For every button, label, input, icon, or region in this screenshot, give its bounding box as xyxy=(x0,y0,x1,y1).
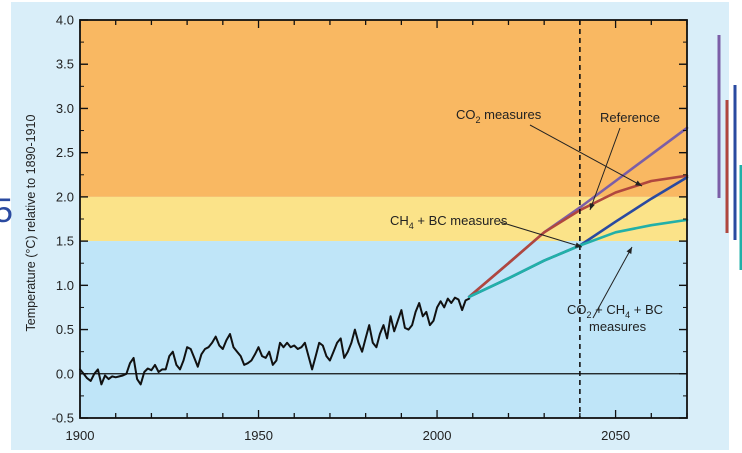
arrow-ch4-shaft xyxy=(499,221,583,248)
y-tick-label-2: 0.5 xyxy=(56,322,74,337)
y-axis-title: Temperature (°C) relative to 1890-1910 xyxy=(24,115,38,332)
y-tick-label-9: 4.0 xyxy=(56,13,74,28)
annotation-ch4-bc-measures-part: CH xyxy=(390,213,409,228)
arrow-combo-head xyxy=(626,247,632,254)
plot-axes: -0.5 0.0 0.5 1.0 1.5 2.0 2.5 3.0 3.5 4.0 1900 1950 2… xyxy=(52,13,688,443)
annotation-co2-measures-part: measures xyxy=(481,107,542,122)
annotation-combo-line1-part: CO xyxy=(567,302,587,317)
y-tick-label-7: 3.0 xyxy=(56,101,74,116)
y-tick-label-3: 1.0 xyxy=(56,278,74,293)
annotation-co2-measures-part: 2 xyxy=(476,115,481,125)
arrow-combo-shaft xyxy=(592,246,633,319)
annotation-combo-line2: measures xyxy=(589,319,647,334)
annotation-reference: Reference xyxy=(600,110,660,125)
annotation-combo-line1-part: + BC xyxy=(630,302,663,317)
band-0 xyxy=(80,20,687,197)
annotation-ch4-bc-measures-part: 4 xyxy=(409,221,414,231)
series-line-0 xyxy=(79,296,471,386)
left-edge-glyph: 5 xyxy=(0,192,13,230)
y-tick-label-4: 1.5 xyxy=(56,234,74,249)
x-tick-label-2: 2000 xyxy=(423,428,452,443)
arrow-reference-head xyxy=(589,203,595,210)
annotation-co2-measures-part: CO xyxy=(456,107,476,122)
annotation-co2-measures: CO2 measures xyxy=(456,107,542,125)
annotation-combo-line1-part: 4 xyxy=(625,310,630,320)
y-tick-label-0: -0.5 xyxy=(52,411,74,426)
arrow-ch4-head xyxy=(575,242,582,248)
plot-background xyxy=(80,20,687,418)
y-tick-label-5: 2.0 xyxy=(56,189,74,204)
annotation-ch4-bc-measures-part: + BC measures xyxy=(414,213,508,228)
arrow-co2-shaft xyxy=(529,124,643,187)
x-tick-label-3: 2050 xyxy=(601,428,630,443)
annotation-ch4-bc-measures: CH4 + BC measures xyxy=(390,213,508,231)
x-tick-label-1: 1950 xyxy=(244,428,273,443)
y-tick-label-1: 0.0 xyxy=(56,366,74,381)
y-tick-label-8: 3.5 xyxy=(56,57,74,72)
arrow-reference-shaft xyxy=(589,127,621,211)
x-tick-label-0: 1900 xyxy=(66,428,95,443)
y-tick-label-6: 2.5 xyxy=(56,145,74,160)
arrow-co2-head xyxy=(635,180,642,186)
annotation-combo-line1-part: 2 xyxy=(587,310,592,320)
side-bars xyxy=(717,35,742,270)
band-2 xyxy=(80,241,687,418)
annotation-combo-line1-part: + CH xyxy=(592,302,626,317)
